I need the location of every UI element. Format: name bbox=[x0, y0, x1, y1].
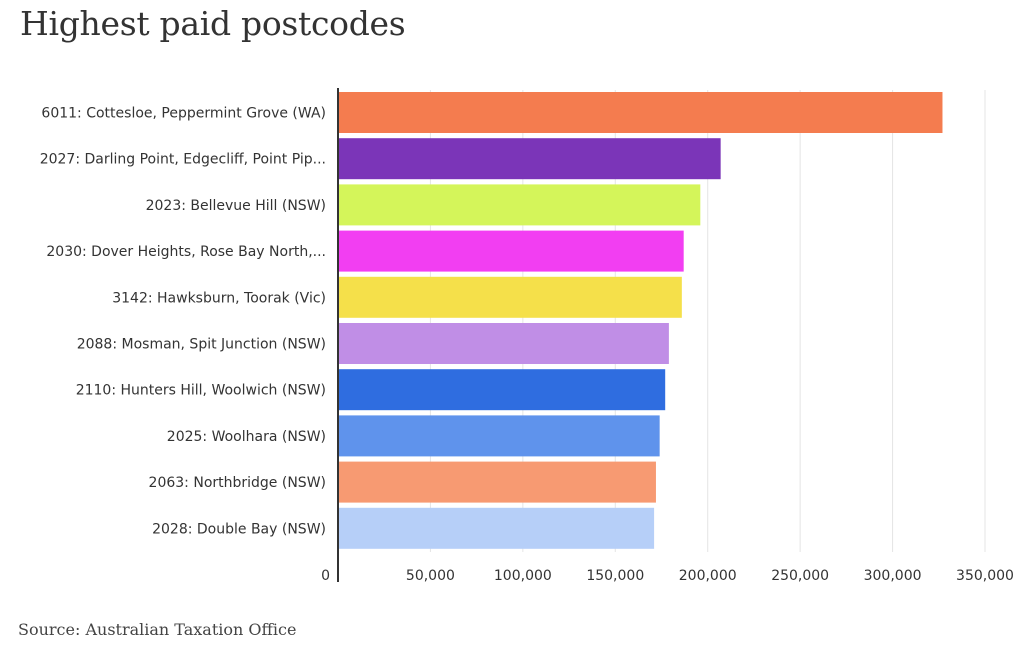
x-tick-label: 300,000 bbox=[864, 568, 922, 584]
x-tick-label: 50,000 bbox=[406, 568, 455, 584]
category-label: 2028: Double Bay (NSW) bbox=[152, 521, 326, 537]
category-label: 2110: Hunters Hill, Woolwich (NSW) bbox=[76, 383, 326, 399]
chart-title: Highest paid postcodes bbox=[20, 4, 406, 43]
x-tick-label: 100,000 bbox=[494, 568, 552, 584]
bar bbox=[338, 415, 660, 457]
bar bbox=[338, 230, 684, 272]
bar-chart: 6011: Cottesloe, Peppermint Grove (WA) 20… bbox=[40, 88, 1014, 584]
category-label: 2030: Dover Heights, Rose Bay North,... bbox=[46, 244, 326, 260]
bar bbox=[338, 184, 701, 226]
category-label: 2023: Bellevue Hill (NSW) bbox=[146, 198, 326, 214]
category-label: 3142: Hawksburn, Toorak (Vic) bbox=[112, 290, 326, 306]
bar bbox=[338, 461, 656, 503]
bar bbox=[338, 138, 721, 180]
source-note: Source: Australian Taxation Office bbox=[18, 620, 297, 639]
x-tick-label: 150,000 bbox=[586, 568, 644, 584]
bar bbox=[338, 323, 669, 364]
bars bbox=[338, 92, 943, 549]
category-label: 2063: Northbridge (NSW) bbox=[149, 475, 326, 491]
x-tick-label: 200,000 bbox=[679, 568, 737, 584]
bar bbox=[338, 507, 655, 549]
x-tick-label: 350,000 bbox=[956, 568, 1014, 584]
category-label: 2088: Mosman, Spit Junction (NSW) bbox=[77, 337, 326, 353]
category-label: 6011: Cottesloe, Peppermint Grove (WA) bbox=[41, 106, 326, 122]
category-label: 2025: Woolhara (NSW) bbox=[167, 429, 326, 445]
category-labels: 6011: Cottesloe, Peppermint Grove (WA) 20… bbox=[40, 106, 326, 538]
bar bbox=[338, 276, 682, 318]
x-tick-label: 0 bbox=[321, 568, 330, 584]
bar bbox=[338, 369, 666, 411]
x-tick-label: 250,000 bbox=[771, 568, 829, 584]
x-tick-labels: 0 50,000 100,000 150,000 200,000 250,000 300,0… bbox=[321, 568, 1014, 584]
category-label: 2027: Darling Point, Edgecliff, Point Pi… bbox=[40, 152, 326, 168]
bar bbox=[338, 92, 943, 133]
